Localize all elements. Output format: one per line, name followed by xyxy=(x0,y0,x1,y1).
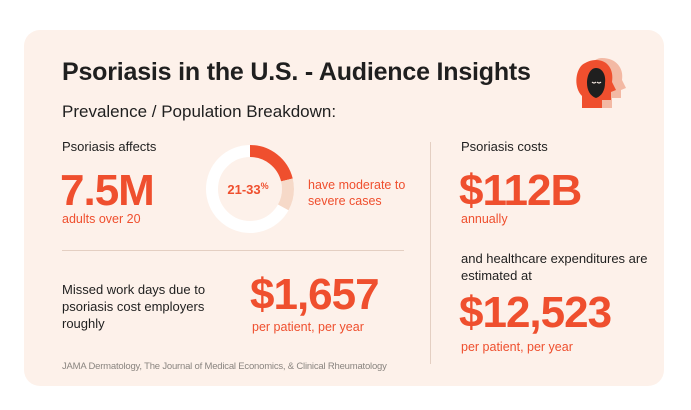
horizontal-divider xyxy=(62,250,404,251)
costs-value: $112B xyxy=(459,166,582,215)
healthcare-sublabel: per patient, per year xyxy=(461,340,573,354)
costs-label: Psoriasis costs xyxy=(461,139,548,154)
healthcare-label: and healthcare expenditures are estimate… xyxy=(461,251,648,283)
donut-label: 21-33% xyxy=(227,181,268,197)
affects-label: Psoriasis affects xyxy=(62,139,157,154)
vertical-divider xyxy=(430,142,431,364)
missed-label: Missed work days due to psoriasis cost e… xyxy=(62,282,206,331)
donut-caption: have moderate to severe cases xyxy=(308,178,406,208)
heads-icon xyxy=(576,58,626,108)
donut-range xyxy=(206,145,294,233)
insights-card: Psoriasis in the U.S. - Audience Insight… xyxy=(24,30,664,386)
affects-value: 7.5M xyxy=(60,166,155,215)
missed-value: $1,657 xyxy=(250,270,380,319)
severity-donut: 21-33% xyxy=(206,145,294,233)
source-citation: JAMA Dermatology, The Journal of Medical… xyxy=(62,361,387,372)
missed-sublabel: per patient, per year xyxy=(252,320,364,334)
affects-sublabel: adults over 20 xyxy=(62,212,141,226)
costs-sublabel: annually xyxy=(461,212,508,226)
section-subtitle: Prevalence / Population Breakdown: xyxy=(62,102,337,121)
page-title: Psoriasis in the U.S. - Audience Insight… xyxy=(62,58,531,86)
healthcare-value: $12,523 xyxy=(459,288,612,337)
donut-fill xyxy=(206,145,294,233)
